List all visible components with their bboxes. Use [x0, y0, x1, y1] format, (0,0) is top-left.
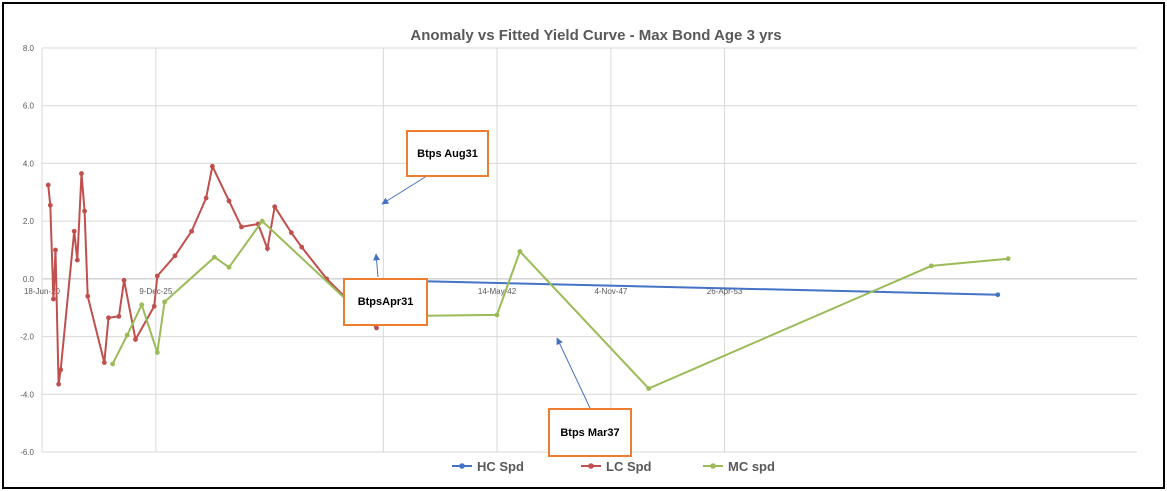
data-point	[71, 228, 77, 234]
gridlines	[41, 47, 1137, 453]
data-point	[203, 195, 209, 201]
data-point	[189, 228, 195, 234]
legend-swatch-marker	[459, 463, 465, 469]
annotation-arrows	[373, 173, 591, 409]
legend-swatch-marker	[588, 463, 594, 469]
data-point	[124, 332, 130, 338]
series-line-lc-spd	[47, 163, 378, 385]
chart-title: Anomaly vs Fitted Yield Curve - Max Bond…	[410, 27, 781, 44]
data-point	[58, 367, 64, 373]
data-point	[259, 218, 265, 224]
series-line-hc-spd	[382, 279, 998, 296]
data-point	[151, 303, 157, 309]
data-point	[226, 198, 232, 204]
annotation-btps-mar37: Btps Mar37	[548, 408, 632, 457]
data-point	[299, 244, 305, 250]
data-point	[374, 325, 379, 331]
data-point	[517, 249, 523, 254]
data-point	[1005, 256, 1011, 262]
data-point	[139, 302, 145, 308]
legend-swatch-marker	[710, 463, 716, 469]
y-tick-label: 4.0	[23, 159, 35, 168]
annotation-arrow	[556, 337, 591, 409]
y-tick-label: -4.0	[20, 390, 34, 399]
data-point	[47, 202, 53, 208]
legend-label: MC spd	[728, 459, 775, 474]
data-point	[110, 361, 116, 367]
data-point	[116, 313, 122, 319]
data-point	[265, 246, 270, 251]
annotation-btpsapr31: BtpsApr31	[343, 278, 428, 326]
data-point	[646, 386, 652, 391]
data-point	[494, 312, 500, 318]
data-point	[85, 293, 91, 299]
data-point	[45, 182, 51, 188]
data-point	[288, 230, 294, 236]
x-tick-label: 18-Jun-20	[24, 287, 61, 296]
data-point	[239, 224, 244, 230]
data-point	[212, 254, 217, 260]
data-point	[154, 350, 160, 355]
x-tick-label: 26-Apr-53	[707, 287, 743, 296]
x-tick-label: 4-Nov-47	[594, 287, 627, 296]
x-tick-label: 14-May-42	[478, 287, 517, 296]
y-tick-label: 6.0	[23, 102, 35, 111]
data-point	[226, 264, 232, 270]
y-tick-label: 8.0	[23, 44, 35, 53]
data-point	[928, 263, 934, 269]
data-point	[272, 204, 278, 210]
annotation-arrow	[381, 173, 431, 205]
data-point	[53, 247, 58, 253]
series-line-mc-spd	[111, 219, 1009, 390]
legend: HC Spd LC Spd MC spd	[452, 459, 775, 474]
data-point	[995, 292, 1001, 298]
annotation-btps-aug31: Btps Aug31	[406, 130, 489, 177]
data-point	[79, 171, 84, 176]
data-point	[154, 273, 160, 279]
data-point	[56, 381, 62, 387]
data-point	[106, 315, 111, 321]
y-tick-label: -2.0	[20, 333, 34, 342]
data-point	[121, 277, 127, 283]
data-point	[133, 337, 138, 342]
legend-label: HC Spd	[477, 459, 524, 474]
data-point	[74, 257, 80, 263]
data-point	[51, 296, 56, 302]
y-tick-label: 0.0	[23, 275, 35, 284]
y-tick-label: -6.0	[20, 448, 34, 457]
data-point	[172, 253, 178, 259]
legend-label: LC Spd	[606, 459, 652, 474]
chart-svg: Anomaly vs Fitted Yield Curve - Max Bond…	[20, 27, 1137, 474]
y-tick-label: 2.0	[23, 217, 35, 226]
data-point	[162, 299, 167, 305]
data-point	[101, 360, 107, 365]
data-point	[82, 208, 87, 214]
annotation-arrow	[373, 253, 381, 278]
data-point	[209, 163, 215, 169]
series-lines	[45, 163, 1011, 391]
